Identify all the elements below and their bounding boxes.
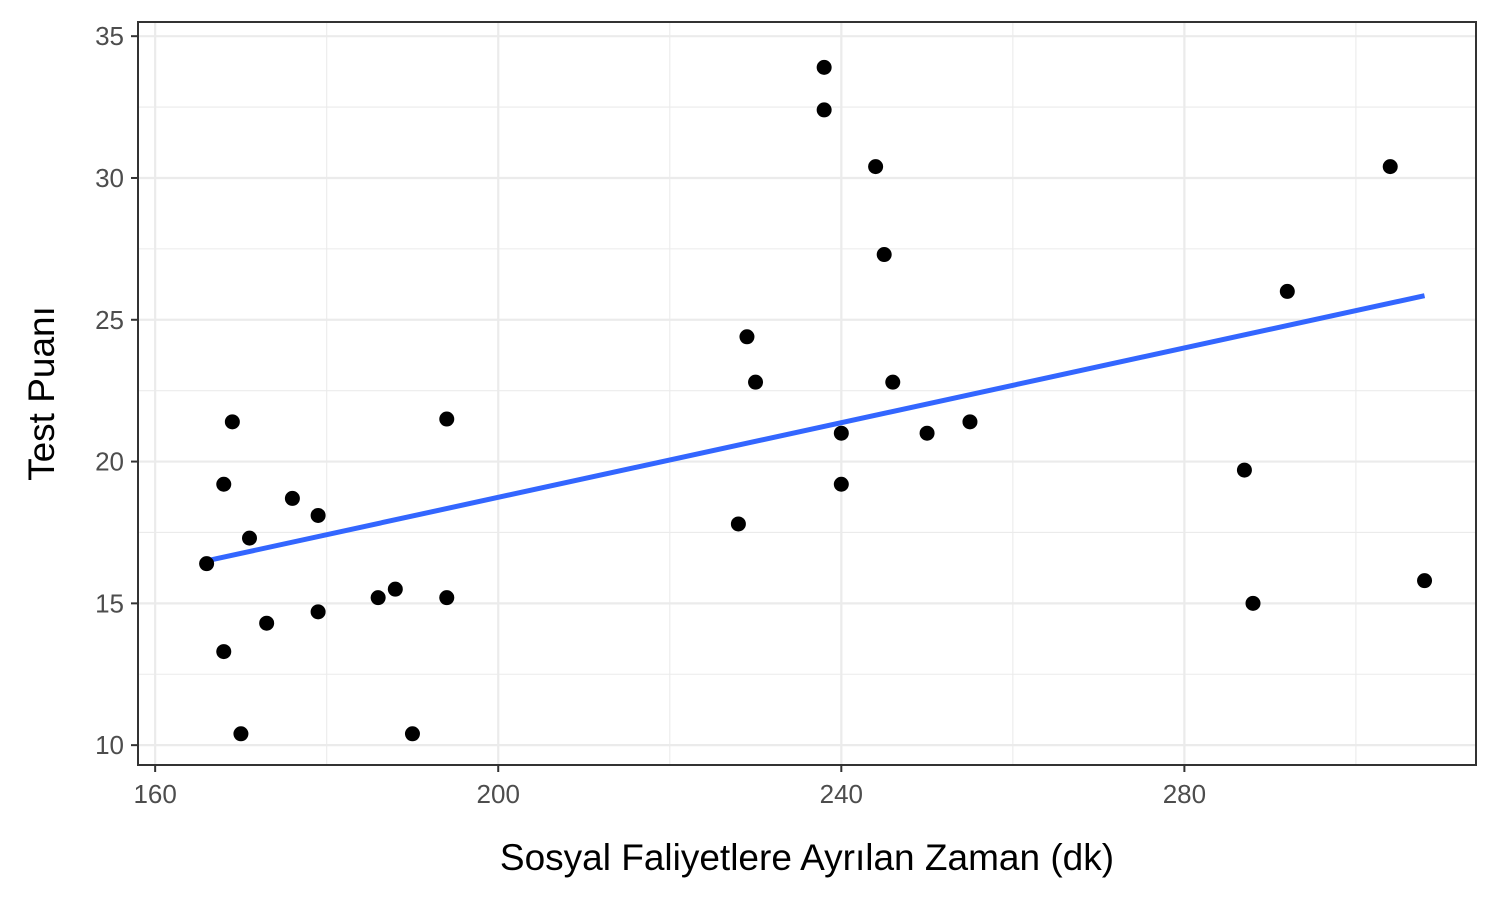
data-point	[868, 159, 884, 175]
data-point	[370, 590, 386, 606]
data-point	[833, 425, 849, 441]
y-tick-label: 10	[95, 730, 124, 760]
data-point	[216, 476, 232, 492]
trend-line	[206, 293, 1426, 564]
y-tick-label: 15	[95, 588, 124, 618]
data-point	[885, 374, 901, 390]
data-point	[439, 411, 455, 427]
data-point	[1417, 573, 1433, 589]
y-axis-title: Test Puanı	[21, 306, 62, 481]
panel-border	[137, 21, 1477, 766]
grid-minor-lines	[138, 22, 1476, 765]
data-point	[284, 490, 300, 506]
x-tick-label: 240	[820, 779, 863, 809]
data-point	[962, 414, 978, 430]
data-points	[199, 59, 1433, 742]
data-point	[748, 374, 764, 390]
x-axis-title: Sosyal Faliyetlere Ayrılan Zaman (dk)	[500, 837, 1114, 878]
grid-major-lines	[138, 22, 1476, 765]
data-point	[833, 476, 849, 492]
data-point	[739, 329, 755, 345]
data-point	[216, 644, 232, 660]
y-tick-label: 30	[95, 163, 124, 193]
data-point	[233, 726, 249, 742]
data-point	[242, 530, 257, 546]
data-point	[1382, 159, 1398, 175]
y-tick-label: 35	[95, 21, 124, 51]
data-point	[439, 590, 455, 606]
data-point	[199, 556, 215, 572]
y-tick-label: 25	[95, 305, 124, 335]
x-tick-label: 200	[477, 779, 520, 809]
data-point	[310, 507, 326, 523]
data-point	[816, 102, 832, 118]
data-point	[876, 247, 892, 263]
data-point	[387, 581, 403, 597]
data-point	[816, 59, 832, 75]
x-tick-label: 160	[133, 779, 176, 809]
data-point	[310, 604, 326, 620]
y-tick-label: 20	[95, 447, 124, 477]
data-point	[1236, 462, 1252, 478]
x-tick-label: 280	[1163, 779, 1206, 809]
data-point	[259, 615, 275, 631]
x-axis-ticks: 160 200 240 280	[133, 765, 1206, 809]
y-axis-ticks: 10 15 20 25 30 35	[95, 21, 138, 760]
data-point	[730, 516, 746, 532]
trend-line-group	[206, 293, 1426, 564]
data-point	[224, 414, 240, 430]
data-point	[1245, 595, 1261, 611]
data-point	[404, 726, 420, 742]
data-point	[1279, 283, 1295, 299]
data-point	[919, 425, 935, 441]
